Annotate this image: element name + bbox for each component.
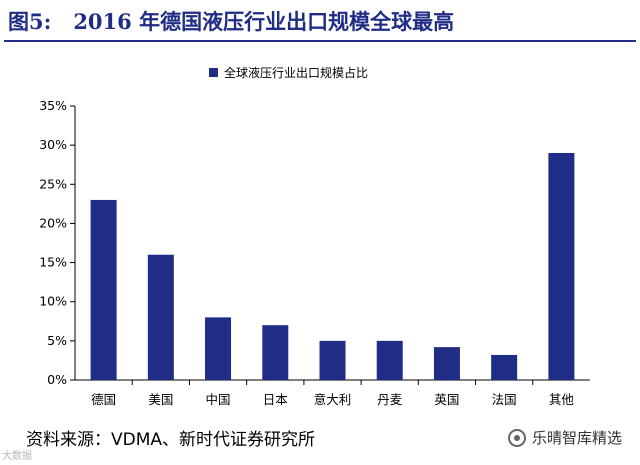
x-tick-label: 英国	[434, 392, 459, 407]
watermark-left: 大数据	[2, 451, 32, 462]
bar	[548, 152, 575, 380]
bar	[262, 325, 289, 380]
y-tick-label: 20%	[39, 215, 67, 230]
x-tick-label: 丹麦	[377, 392, 403, 407]
x-tick-label: 其他	[549, 392, 575, 407]
x-tick-label: 意大利	[314, 392, 352, 407]
x-tick-label: 日本	[263, 392, 289, 407]
bar	[147, 254, 174, 380]
x-tick-label: 中国	[206, 392, 231, 407]
bar	[491, 354, 518, 380]
y-tick-label: 30%	[39, 137, 67, 152]
title-divider	[4, 40, 636, 42]
watermark-right: 乐晴智库精选	[507, 427, 622, 448]
bar	[433, 347, 460, 380]
y-tick-label: 5%	[47, 333, 67, 348]
bar	[319, 340, 346, 380]
wechat-icon	[507, 428, 526, 447]
legend-swatch	[209, 68, 218, 77]
y-tick-label: 15%	[39, 255, 67, 270]
source-note: 资料来源：VDMA、新时代证券研究所	[26, 430, 316, 450]
bar	[90, 199, 117, 380]
figure-label: 图5:	[8, 9, 52, 34]
figure-title: 图5: 2016 年德国液压行业出口规模全球最高	[8, 6, 454, 36]
y-tick-label: 10%	[39, 294, 67, 309]
legend-label: 全球液压行业出口规模占比	[224, 65, 368, 80]
x-tick-label: 美国	[148, 392, 173, 407]
bar	[205, 317, 232, 380]
watermark-right-text: 乐晴智库精选	[531, 429, 622, 447]
figure-title-text: 2016 年德国液压行业出口规模全球最高	[73, 9, 455, 34]
x-tick-label: 法国	[492, 392, 517, 407]
x-tick-label: 德国	[91, 392, 116, 407]
bar	[376, 340, 403, 380]
y-tick-label: 0%	[47, 372, 67, 387]
y-tick-label: 35%	[39, 98, 67, 113]
y-tick-label: 25%	[39, 176, 67, 191]
